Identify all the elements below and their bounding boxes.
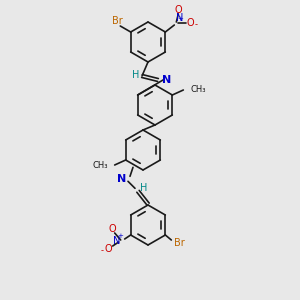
Text: Br: Br [112, 16, 123, 26]
Text: N: N [176, 13, 184, 23]
Text: N: N [117, 174, 126, 184]
Text: CH₃: CH₃ [190, 85, 206, 94]
Text: CH₃: CH₃ [92, 161, 108, 170]
Text: O: O [109, 224, 116, 234]
Text: H: H [132, 70, 140, 80]
Text: +: + [118, 233, 124, 239]
Text: N: N [162, 75, 171, 85]
Text: -: - [195, 20, 198, 29]
Text: H: H [140, 183, 148, 193]
Text: O: O [105, 244, 112, 254]
Text: Br: Br [174, 238, 185, 248]
Text: N: N [113, 236, 121, 246]
Text: O: O [187, 18, 194, 28]
Text: O: O [175, 5, 182, 15]
Text: -: - [100, 247, 103, 256]
Text: +: + [177, 16, 183, 22]
